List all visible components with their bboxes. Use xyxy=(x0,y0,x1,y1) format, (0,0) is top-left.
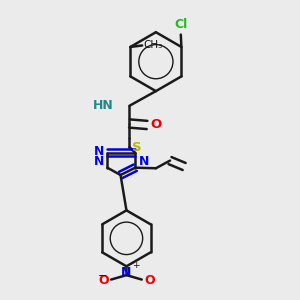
Text: N: N xyxy=(93,145,104,158)
Text: O: O xyxy=(151,118,162,131)
Text: O: O xyxy=(144,274,155,287)
Text: N: N xyxy=(139,155,149,168)
Text: HN: HN xyxy=(92,99,113,112)
Text: +: + xyxy=(132,261,139,270)
Text: −: − xyxy=(98,271,108,281)
Text: O: O xyxy=(98,274,109,287)
Text: Cl: Cl xyxy=(174,18,188,31)
Text: N: N xyxy=(93,155,104,168)
Text: S: S xyxy=(132,141,142,154)
Text: N: N xyxy=(121,266,132,279)
Text: CH₃: CH₃ xyxy=(144,40,163,50)
